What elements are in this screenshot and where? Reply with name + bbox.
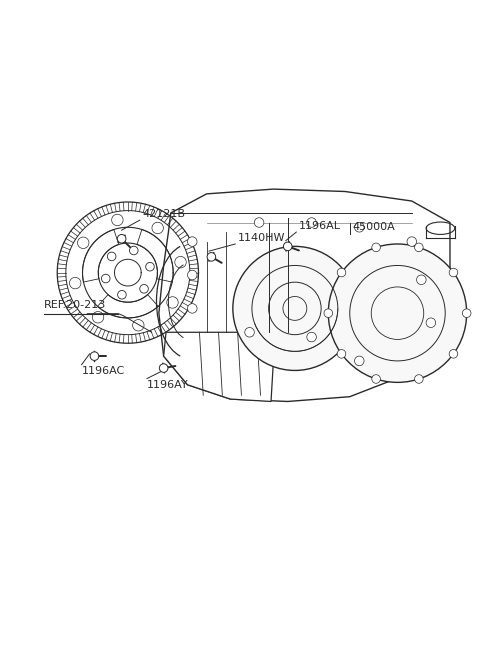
Text: 1140HW: 1140HW [238,233,285,243]
Circle shape [426,318,436,328]
Circle shape [245,328,254,337]
Polygon shape [159,189,450,402]
Circle shape [417,275,426,284]
Circle shape [462,309,471,318]
Circle shape [188,237,197,246]
Circle shape [207,253,216,261]
Circle shape [449,350,458,358]
Circle shape [337,268,346,277]
Text: 1196AL: 1196AL [299,221,341,231]
Circle shape [188,304,197,313]
Circle shape [415,243,423,252]
Circle shape [233,246,357,371]
Circle shape [307,332,316,342]
Circle shape [449,268,458,277]
Circle shape [283,242,292,251]
Text: 1196AY: 1196AY [147,380,189,390]
Circle shape [355,356,364,365]
Circle shape [355,223,364,232]
Text: 42121B: 42121B [143,209,186,219]
Circle shape [372,243,380,252]
Text: 45000A: 45000A [352,222,395,232]
Circle shape [90,352,99,360]
Circle shape [254,217,264,227]
Text: 1196AC: 1196AC [82,365,125,376]
Circle shape [407,237,417,246]
Circle shape [372,375,380,383]
Circle shape [188,271,197,280]
Text: REF.20-213: REF.20-213 [44,300,107,310]
Circle shape [117,234,126,243]
Circle shape [324,309,333,318]
Circle shape [159,364,168,372]
Circle shape [337,350,346,358]
Circle shape [307,217,316,227]
Polygon shape [164,332,274,402]
Circle shape [328,244,467,383]
Circle shape [415,375,423,383]
